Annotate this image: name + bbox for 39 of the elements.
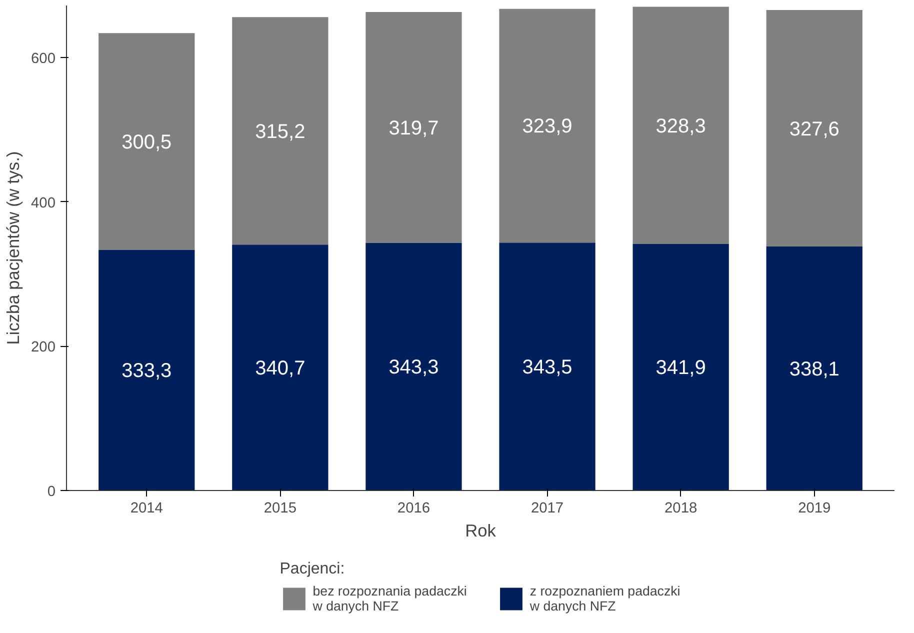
y-tick-label: 0 xyxy=(47,484,56,500)
x-tick-label: 2014 xyxy=(130,500,163,516)
y-axis-title: Liczba pacjentów (w tys.) xyxy=(3,151,24,345)
x-axis-title: Rok xyxy=(465,520,496,540)
x-tick-label: 2019 xyxy=(798,500,831,516)
data-label: 323,9 xyxy=(522,116,572,138)
data-label: 333,3 xyxy=(122,360,172,382)
legend-label: bez rozpoznania padaczki w danych NFZ xyxy=(312,584,467,614)
data-label: 341,9 xyxy=(656,357,706,380)
data-label: 327,6 xyxy=(789,118,840,140)
x-tick-label: 2018 xyxy=(664,500,698,516)
bar xyxy=(98,250,195,490)
data-label: 300,5 xyxy=(122,132,172,154)
bar xyxy=(499,8,596,243)
data-label: 319,7 xyxy=(388,117,439,140)
bar xyxy=(766,246,862,490)
legend-label: z rozpoznaniem padaczki w danych NFZ xyxy=(530,584,680,614)
legend-title: Pacjenci: xyxy=(280,560,346,578)
bar xyxy=(766,10,862,246)
bar xyxy=(98,33,195,250)
x-tick-label: 2015 xyxy=(264,500,296,516)
data-label: 315,2 xyxy=(255,120,306,143)
y-tick-label: 600 xyxy=(31,50,56,67)
data-label: 328,3 xyxy=(656,115,706,138)
data-label: 340,7 xyxy=(255,358,306,380)
data-label: 343,3 xyxy=(388,356,439,379)
x-tick-label: 2016 xyxy=(397,500,430,516)
bar xyxy=(366,242,462,490)
bar xyxy=(232,244,328,490)
y-tick-label: 200 xyxy=(31,340,56,356)
y-tick-label: 400 xyxy=(31,195,56,212)
bar xyxy=(632,244,729,490)
data-label: 343,5 xyxy=(522,356,572,379)
bar xyxy=(632,6,729,244)
data-label: 338,1 xyxy=(789,358,840,380)
bar xyxy=(366,12,462,243)
bar xyxy=(499,242,596,490)
x-tick-label: 2017 xyxy=(530,500,564,516)
bar xyxy=(232,17,328,245)
